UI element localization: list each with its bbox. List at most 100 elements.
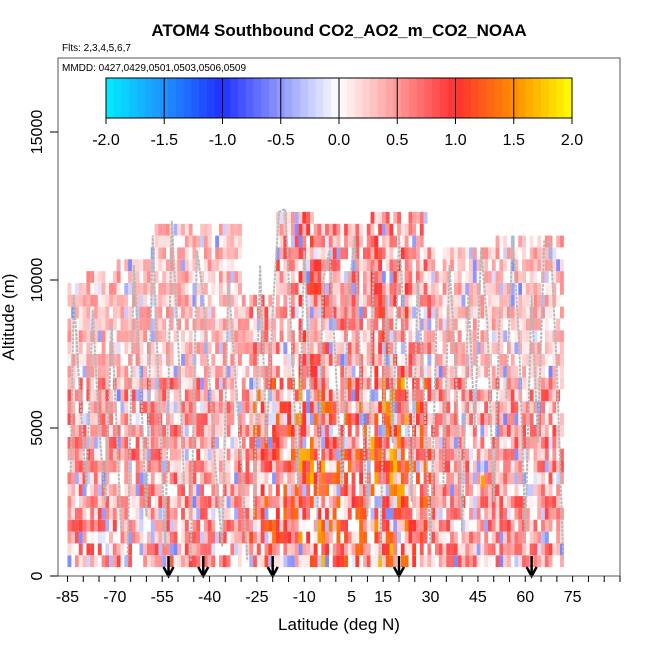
heatmap-cell xyxy=(446,413,451,425)
heatmap-cell xyxy=(541,436,545,449)
heatmap-cell xyxy=(321,460,326,473)
heatmap-cell xyxy=(321,377,326,390)
heatmap-cell xyxy=(503,484,508,496)
heatmap-cell xyxy=(226,496,231,508)
heatmap-cell xyxy=(158,318,163,331)
heatmap-cell xyxy=(507,472,511,485)
heatmap-cell xyxy=(226,259,231,272)
heatmap-cell xyxy=(344,496,348,508)
heatmap-cell xyxy=(207,531,212,544)
heatmap-cell xyxy=(169,413,174,425)
heatmap-cell xyxy=(317,330,322,343)
heatmap-cell xyxy=(169,436,174,449)
heatmap-cell xyxy=(510,306,515,319)
heatmap-cell xyxy=(378,211,383,224)
heatmap-cell xyxy=(495,365,500,378)
heatmap-cell xyxy=(192,259,197,272)
heatmap-cell xyxy=(219,330,223,343)
heatmap-cell xyxy=(200,425,204,437)
heatmap-cell xyxy=(404,507,409,520)
heatmap-cell xyxy=(518,543,523,556)
heatmap-cell xyxy=(321,425,326,437)
heatmap-cell xyxy=(256,484,261,496)
heatmap-cell xyxy=(101,306,106,319)
heatmap-cell xyxy=(397,223,401,236)
heatmap-cell xyxy=(332,247,337,260)
heatmap-cell xyxy=(480,330,485,343)
heatmap-cell xyxy=(389,543,394,556)
heatmap-cell xyxy=(78,425,83,437)
heatmap-cell xyxy=(393,271,398,283)
heatmap-cell xyxy=(404,519,409,532)
heatmap-cell xyxy=(453,318,458,331)
heatmap-cell xyxy=(419,413,424,425)
heatmap-cell xyxy=(499,448,504,461)
heatmap-cell xyxy=(480,460,485,473)
heatmap-cell xyxy=(514,377,519,390)
heatmap-cell xyxy=(465,472,470,485)
heatmap-cell xyxy=(525,484,530,496)
colorbar-segment xyxy=(144,78,154,118)
heatmap-cell xyxy=(400,448,405,461)
heatmap-cell xyxy=(302,365,307,378)
heatmap-cell xyxy=(86,448,91,461)
heatmap-cell xyxy=(560,460,564,473)
heatmap-cell xyxy=(67,377,72,390)
heatmap-cell xyxy=(328,247,333,260)
heatmap-cell xyxy=(480,413,485,425)
heatmap-cell xyxy=(222,519,227,532)
heatmap-cell xyxy=(215,377,220,390)
heatmap-cell xyxy=(207,271,212,283)
heatmap-cell xyxy=(105,472,110,485)
heatmap-cell xyxy=(366,377,371,390)
heatmap-cell xyxy=(275,484,280,496)
heatmap-cell xyxy=(71,531,76,544)
heatmap-cell xyxy=(317,484,322,496)
heatmap-cell xyxy=(457,259,462,272)
heatmap-cell xyxy=(109,543,113,556)
heatmap-cell xyxy=(378,448,383,461)
heatmap-cell xyxy=(238,306,242,319)
heatmap-cell xyxy=(344,472,348,485)
heatmap-cell xyxy=(321,247,326,260)
heatmap-cell xyxy=(162,223,167,236)
heatmap-cell xyxy=(150,484,155,496)
heatmap-cell xyxy=(419,436,424,449)
heatmap-cell xyxy=(374,247,379,260)
heatmap-cell xyxy=(298,271,303,283)
heatmap-cell xyxy=(162,401,167,414)
heatmap-cell xyxy=(522,271,526,283)
heatmap-cell xyxy=(219,342,223,354)
heatmap-cell xyxy=(219,413,223,425)
heatmap-cell xyxy=(321,413,326,425)
heatmap-cell xyxy=(298,472,303,485)
heatmap-cell xyxy=(131,377,136,390)
heatmap-cell xyxy=(325,436,329,449)
heatmap-cell xyxy=(328,294,333,307)
heatmap-cell xyxy=(427,460,432,473)
heatmap-cell xyxy=(219,425,223,437)
heatmap-cell xyxy=(457,377,462,390)
heatmap-cell xyxy=(446,389,451,402)
heatmap-cell xyxy=(359,306,364,319)
heatmap-cell xyxy=(332,318,337,331)
heatmap-cell xyxy=(109,555,113,568)
heatmap-cell xyxy=(169,543,174,556)
heatmap-cell xyxy=(431,306,436,319)
heatmap-cell xyxy=(412,235,417,248)
heatmap-cell xyxy=(196,306,201,319)
heatmap-cell xyxy=(453,283,458,295)
heatmap-cell xyxy=(188,365,193,378)
heatmap-cell xyxy=(544,555,549,568)
heatmap-cell xyxy=(370,555,375,568)
heatmap-cell xyxy=(416,413,420,425)
heatmap-cell xyxy=(268,306,273,319)
heatmap-cell xyxy=(234,354,239,366)
heatmap-cell xyxy=(321,223,326,236)
heatmap-cell xyxy=(419,223,424,236)
colorbar-segment xyxy=(253,78,262,118)
heatmap-cell xyxy=(313,555,318,568)
heatmap-cell xyxy=(203,519,208,532)
heatmap-cell xyxy=(560,354,564,366)
heatmap-cell xyxy=(378,283,383,295)
